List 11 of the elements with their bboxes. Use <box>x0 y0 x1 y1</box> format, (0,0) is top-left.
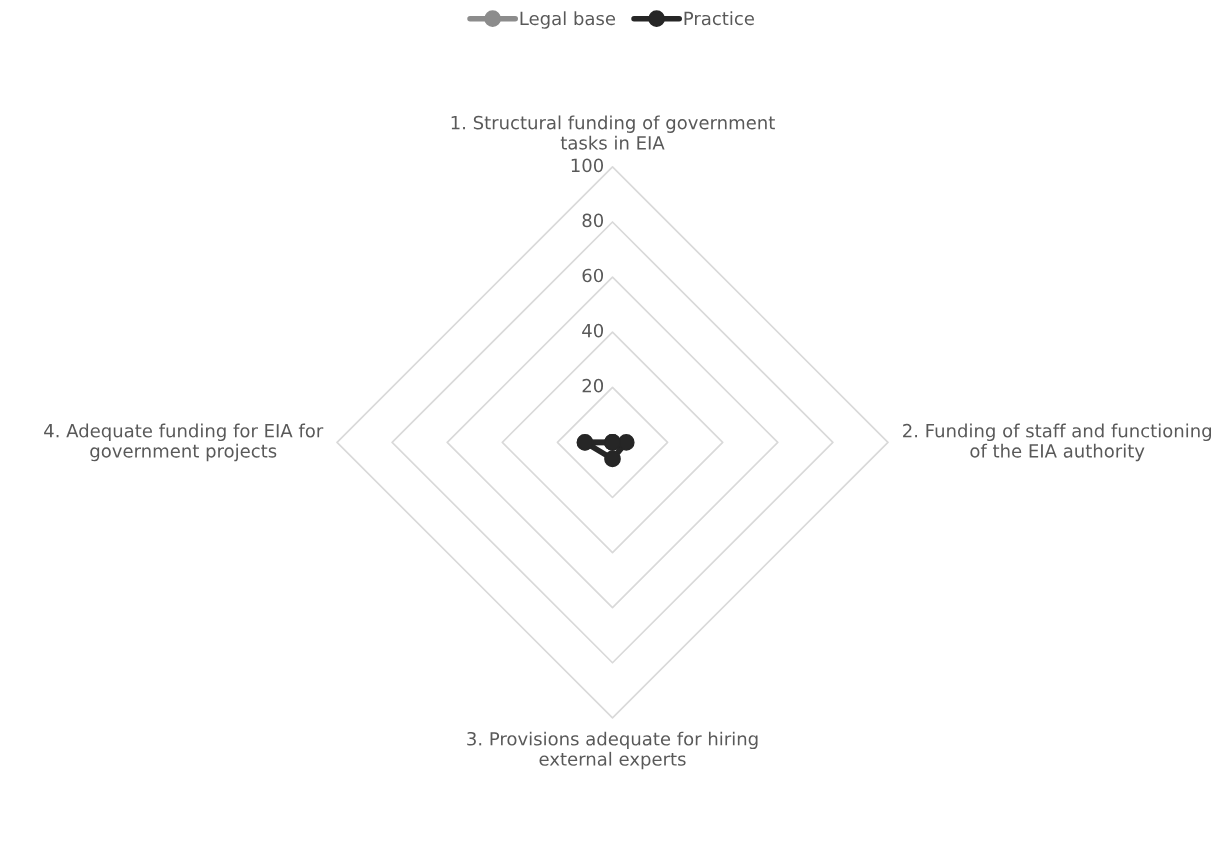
y-tick-label: 100 <box>571 158 604 173</box>
y-tick-label: 20 <box>582 378 604 393</box>
spoke-label: 2. Funding of staff and functioning of the EIA authority <box>903 423 1211 462</box>
y-tick-label: 80 <box>582 213 604 228</box>
y-tick-label: 60 <box>582 268 604 283</box>
spoke-label: 4. Adequate funding for EIA for government projects <box>44 423 324 462</box>
spoke-label: 1. Structural funding of government tasks in EIA <box>451 115 775 150</box>
y-tick-label: 40 <box>582 323 604 338</box>
legend-label: Practice <box>684 11 754 26</box>
legend-label: Legal base <box>520 11 616 29</box>
spoke-label: 3. Provisions adequate for hiring external experts <box>467 731 758 770</box>
